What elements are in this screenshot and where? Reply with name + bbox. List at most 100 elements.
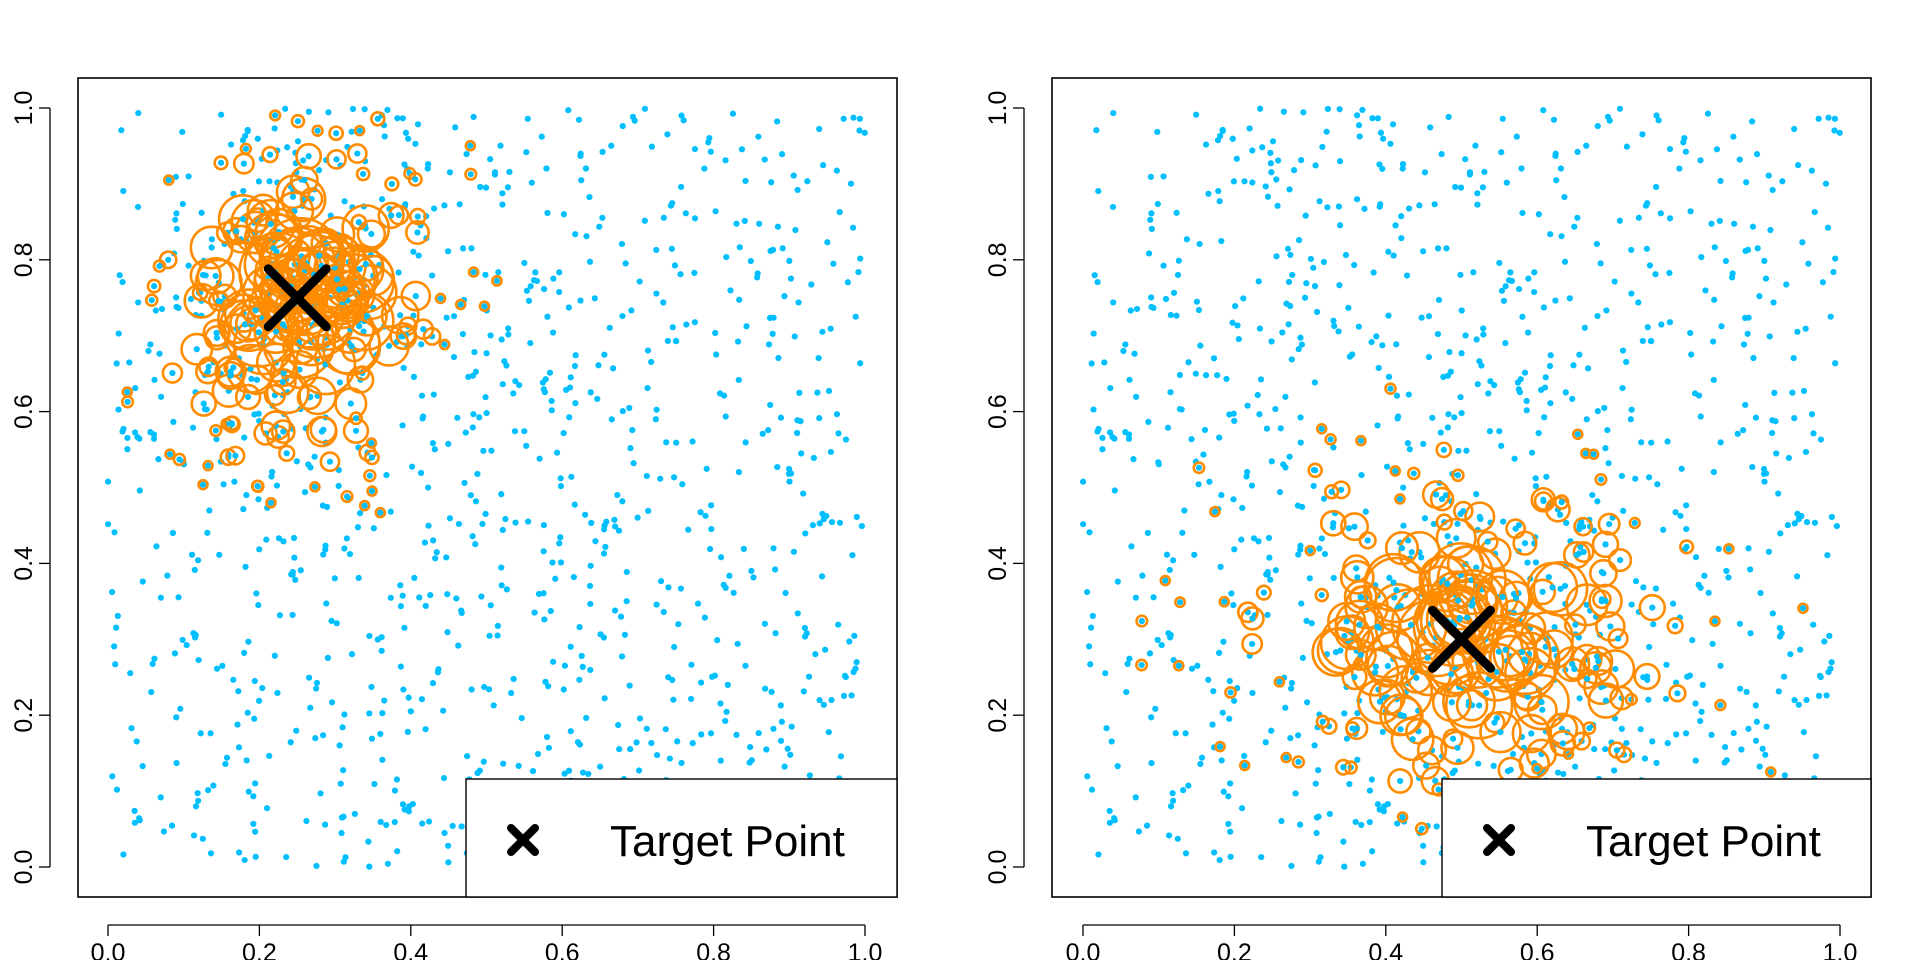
data-point	[1256, 411, 1263, 418]
data-point	[119, 428, 126, 435]
data-point	[1399, 165, 1406, 172]
data-point	[1318, 425, 1325, 432]
weighted-point	[1526, 561, 1579, 614]
data-point	[1692, 757, 1699, 764]
data-point	[774, 223, 782, 230]
data-point	[1231, 546, 1238, 553]
data-point	[1756, 293, 1763, 300]
data-point	[1618, 472, 1625, 480]
data-point	[1635, 299, 1642, 306]
data-point	[527, 283, 534, 290]
data-point	[1535, 211, 1542, 218]
data-point	[399, 115, 406, 122]
data-point	[1241, 752, 1248, 759]
data-point	[259, 684, 266, 692]
data-point	[543, 733, 551, 741]
data-point	[1628, 246, 1635, 254]
data-point	[840, 692, 848, 699]
data-point	[1760, 465, 1768, 473]
data-point	[222, 760, 229, 768]
data-point	[443, 314, 450, 321]
data-point	[145, 347, 152, 355]
data-point	[654, 751, 661, 759]
data-point	[292, 576, 299, 583]
data-point	[1518, 165, 1525, 172]
data-point	[644, 385, 651, 392]
data-point	[1699, 681, 1706, 688]
data-point	[1126, 655, 1133, 662]
data-point	[152, 307, 159, 314]
data-point	[714, 637, 721, 644]
data-point	[207, 730, 214, 737]
data-point	[1822, 180, 1830, 187]
data-point	[1143, 822, 1151, 829]
data-point	[1095, 187, 1102, 195]
data-point	[1385, 312, 1392, 319]
data-point	[1267, 576, 1274, 583]
data-point	[1366, 787, 1374, 794]
weighted-point	[1418, 555, 1476, 613]
data-point	[404, 728, 411, 735]
data-point	[669, 324, 676, 331]
data-point	[643, 725, 650, 732]
data-point	[1539, 706, 1546, 713]
data-point	[1701, 572, 1708, 579]
data-point	[1810, 621, 1817, 628]
data-point	[597, 631, 604, 638]
data-point	[1473, 336, 1480, 343]
data-point	[1211, 849, 1218, 856]
data-point	[395, 269, 402, 276]
data-point	[1800, 729, 1807, 736]
data-point	[240, 160, 247, 167]
data-point	[717, 757, 724, 764]
data-point	[1088, 624, 1095, 631]
x-tick-label: 0.0	[1066, 939, 1101, 960]
data-point	[179, 128, 186, 135]
data-point	[585, 770, 592, 778]
data-point	[691, 319, 699, 326]
data-point	[293, 458, 300, 465]
data-point	[717, 700, 724, 707]
data-point	[449, 822, 456, 830]
data-point	[1233, 155, 1240, 162]
data-point	[244, 127, 251, 135]
data-point	[856, 115, 863, 122]
data-point	[343, 535, 350, 542]
data-point	[623, 598, 630, 605]
data-point	[1446, 348, 1453, 356]
data-point	[1099, 434, 1106, 442]
data-point	[662, 726, 669, 733]
data-point	[777, 414, 785, 421]
data-point	[781, 293, 788, 300]
data-point	[397, 603, 404, 610]
weighted-point	[1315, 423, 1328, 435]
data-point	[1800, 387, 1808, 395]
data-point	[1628, 290, 1635, 297]
weighted-point	[384, 176, 400, 192]
x-tick-label: 0.6	[1520, 939, 1555, 960]
data-point	[1480, 331, 1487, 338]
data-point	[1244, 468, 1251, 476]
data-point	[391, 818, 398, 826]
data-point	[252, 828, 259, 835]
data-point	[397, 582, 404, 589]
data-point	[1288, 862, 1295, 870]
data-point	[485, 686, 493, 693]
data-point	[173, 759, 180, 767]
data-point	[1710, 338, 1717, 345]
data-point	[1532, 475, 1539, 482]
data-point	[415, 252, 422, 259]
data-point	[532, 269, 539, 276]
data-point	[1110, 109, 1117, 117]
data-point	[1390, 252, 1397, 259]
data-point	[305, 153, 312, 160]
data-point	[1286, 186, 1293, 193]
data-point	[1359, 106, 1366, 114]
data-point	[482, 271, 489, 278]
data-point	[708, 502, 715, 509]
data-point	[747, 744, 754, 751]
data-point	[271, 125, 278, 132]
data-point	[109, 773, 116, 780]
weighted-point	[1389, 465, 1402, 477]
data-point	[1377, 129, 1385, 136]
